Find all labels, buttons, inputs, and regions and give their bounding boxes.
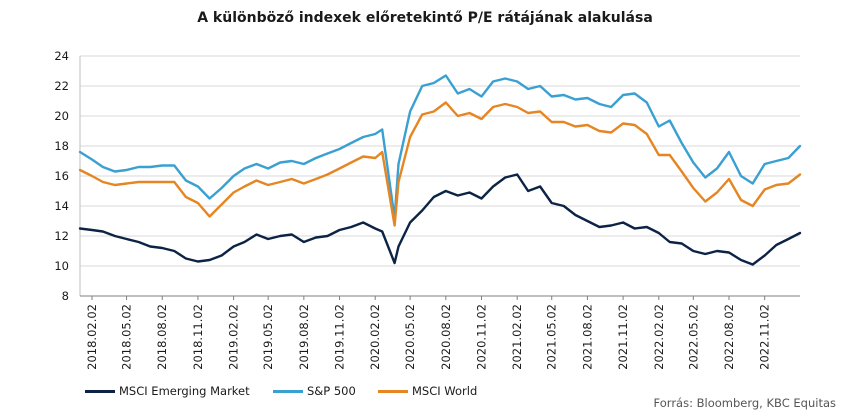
legend-label-sp500: S&P 500	[307, 384, 356, 398]
y-tick-label: 16	[54, 169, 69, 183]
y-tick-label: 14	[54, 199, 69, 213]
x-tick-label: 2021.02.02	[510, 304, 524, 370]
x-tick-label: 2019.11.02	[333, 304, 347, 370]
y-tick-label: 22	[54, 79, 69, 93]
x-tick-label: 2019.05.02	[261, 304, 275, 370]
y-tick-label: 24	[54, 49, 69, 63]
series-lines	[78, 74, 802, 266]
x-tick-label: 2020.05.02	[403, 304, 417, 370]
x-tick-label: 2021.05.02	[545, 304, 559, 370]
y-tick-label: 8	[62, 289, 69, 303]
x-tick-label: 2022.02.02	[652, 304, 666, 370]
legend-item-msci-world: MSCI World	[378, 384, 477, 398]
y-tick-label: 12	[54, 229, 69, 243]
legend-label-msci-world: MSCI World	[412, 384, 478, 398]
x-tick-label: 2021.08.02	[580, 304, 594, 370]
x-tick-label: 2019.08.02	[297, 304, 311, 370]
y-tick-label: 18	[54, 139, 69, 153]
legend-label-msci-em: MSCI Emerging Market	[119, 384, 250, 398]
y-tick-label: 10	[54, 259, 69, 273]
y-tick-label: 20	[54, 109, 69, 123]
x-tick-label: 2020.02.02	[368, 304, 382, 370]
x-tick-label: 2021.11.02	[616, 304, 630, 370]
x-tick-label: 2018.02.02	[85, 304, 99, 370]
x-tick-labels: 2018.02.02 2018.05.02 2018.08.02 2018.11.02…	[85, 304, 772, 370]
x-tick-label: 2019.02.02	[227, 304, 241, 370]
x-tick-label: 2022.08.02	[722, 304, 736, 370]
legend-item-sp500: S&P 500	[273, 384, 356, 398]
gridlines	[80, 55, 800, 267]
chart-title: A különböző indexek előretekintő P/E rát…	[197, 10, 653, 26]
axes	[79, 56, 800, 300]
legend-swatch-sp500	[273, 389, 303, 393]
series-line-msci-world	[78, 101, 802, 227]
x-tick-label: 2020.08.02	[439, 304, 453, 370]
legend-swatch-msci-em	[85, 389, 115, 393]
series-line-s-p-500	[78, 74, 802, 220]
legend-item-msci-em: MSCI Emerging Market	[85, 384, 250, 398]
x-tick-label: 2022.11.02	[758, 304, 772, 370]
x-tick-label: 2018.08.02	[155, 304, 169, 370]
x-tick-label: 2022.05.02	[686, 304, 700, 370]
x-tick-label: 2018.05.02	[120, 304, 134, 370]
x-tick-label: 2020.11.02	[475, 304, 489, 370]
series-line-msci-emerging-market	[78, 173, 802, 266]
source-note: Forrás: Bloomberg, KBC Equitas	[653, 396, 836, 410]
x-tick-label: 2018.11.02	[191, 304, 205, 370]
legend-swatch-msci-world	[378, 389, 408, 393]
y-tick-labels: 8 10 12 14 16 18 20 22 24	[54, 49, 69, 303]
